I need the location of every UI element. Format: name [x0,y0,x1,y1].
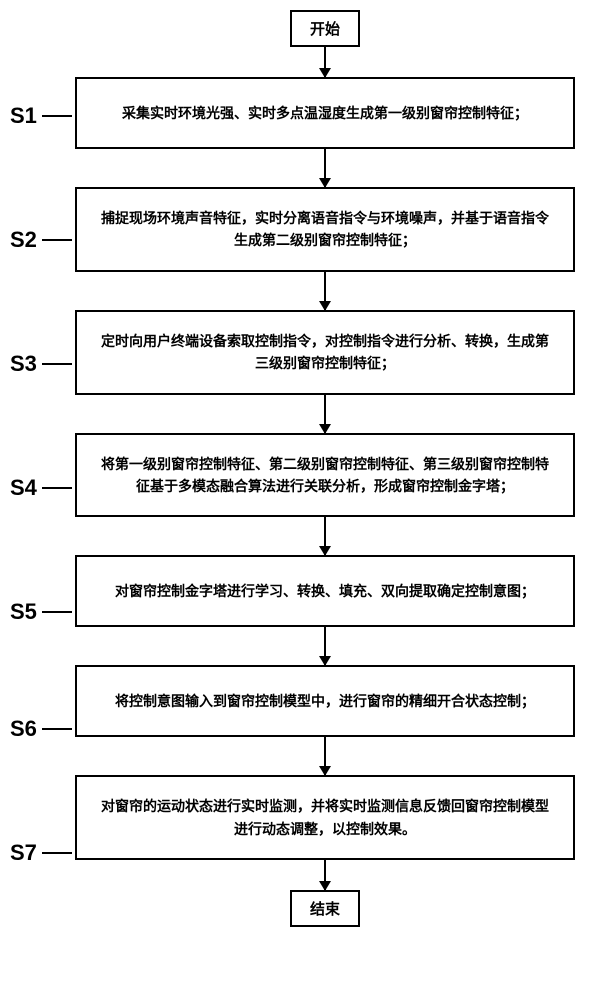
connector-s1 [42,115,72,117]
step-s6-text: 将控制意图输入到窗帘控制模型中，进行窗帘的精细开合状态控制； [115,690,535,712]
step-s1-text: 采集实时环境光强、实时多点温湿度生成第一级别窗帘控制特征； [122,102,528,124]
step-s6: 将控制意图输入到窗帘控制模型中，进行窗帘的精细开合状态控制； [75,665,575,737]
arrow-start-s1 [324,47,326,77]
step-s7-text: 对窗帘的运动状态进行实时监测，并将实时监测信息反馈回窗帘控制模型进行动态调整，以… [97,795,553,840]
end-label: 结束 [310,901,340,918]
label-s4: S4 [10,475,37,501]
arrow-s2-s3 [324,272,326,310]
step-s7: 对窗帘的运动状态进行实时监测，并将实时监测信息反馈回窗帘控制模型进行动态调整，以… [75,775,575,860]
arrow-s3-s4 [324,395,326,433]
arrow-s4-s5 [324,517,326,555]
connector-s7 [42,852,72,854]
step-s4: 将第一级别窗帘控制特征、第二级别窗帘控制特征、第三级别窗帘控制特征基于多模态融合… [75,433,575,518]
step-s2-text: 捕捉现场环境声音特征，实时分离语音指令与环境噪声，并基于语音指令生成第二级别窗帘… [97,207,553,252]
start-terminal: 开始 [290,10,360,47]
label-s2: S2 [10,227,37,253]
step-s5-text: 对窗帘控制金字塔进行学习、转换、填充、双向提取确定控制意图； [115,580,535,602]
arrow-s7-end [324,860,326,890]
label-s6: S6 [10,716,37,742]
arrow-s5-s6 [324,627,326,665]
step-s2: 捕捉现场环境声音特征，实时分离语音指令与环境噪声，并基于语音指令生成第二级别窗帘… [75,187,575,272]
step-s3: 定时向用户终端设备索取控制指令，对控制指令进行分析、转换，生成第三级别窗帘控制特… [75,310,575,395]
connector-s5 [42,611,72,613]
label-s3: S3 [10,351,37,377]
connector-s4 [42,487,72,489]
connector-s6 [42,728,72,730]
step-s5: 对窗帘控制金字塔进行学习、转换、填充、双向提取确定控制意图； [75,555,575,627]
step-s3-text: 定时向用户终端设备索取控制指令，对控制指令进行分析、转换，生成第三级别窗帘控制特… [97,330,553,375]
label-s7: S7 [10,840,37,866]
arrow-s1-s2 [324,149,326,187]
arrow-s6-s7 [324,737,326,775]
step-s4-text: 将第一级别窗帘控制特征、第二级别窗帘控制特征、第三级别窗帘控制特征基于多模态融合… [97,453,553,498]
label-s1: S1 [10,103,37,129]
label-s5: S5 [10,599,37,625]
step-s1: 采集实时环境光强、实时多点温湿度生成第一级别窗帘控制特征； [75,77,575,149]
connector-s3 [42,363,72,365]
start-label: 开始 [310,21,340,38]
connector-s2 [42,239,72,241]
flowchart-container: 开始 采集实时环境光强、实时多点温湿度生成第一级别窗帘控制特征； 捕捉现场环境声… [60,10,590,927]
end-terminal: 结束 [290,890,360,927]
